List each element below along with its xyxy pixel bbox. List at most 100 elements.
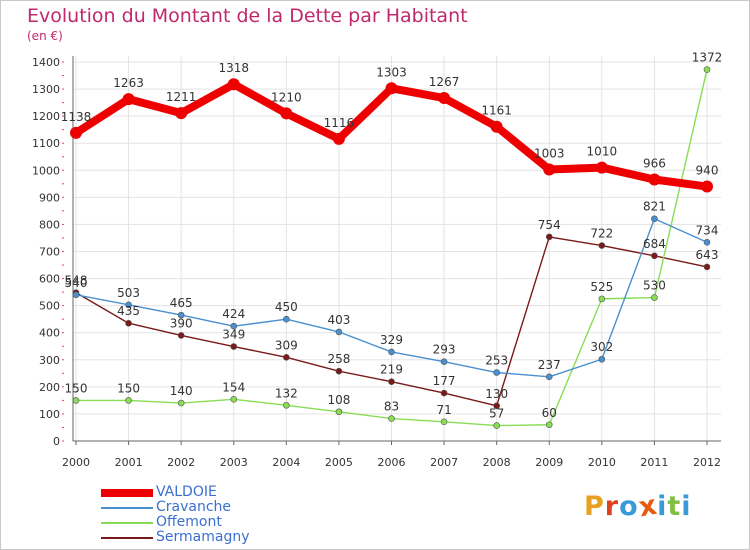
data-point-sermamagny [125,319,132,327]
proxiti-logo: Proxiti [584,489,692,524]
data-point-valdoie [227,78,240,91]
y-tick-label: 1000 [32,164,60,177]
data-label-cravanche: 821 [643,200,666,214]
data-point-cravanche [335,328,343,336]
data-label-sermamagny: 722 [590,227,613,241]
data-point-offemont [388,415,395,422]
data-label-valdoie: 1010 [587,145,618,159]
legend-swatch [101,488,153,497]
x-tick-label: 2007 [430,456,458,469]
data-label-cravanche: 503 [117,286,140,300]
data-label-valdoie: 940 [696,164,719,178]
legend-swatch [101,521,153,524]
y-tick-label: 300 [39,354,60,367]
data-label-offemont: 57 [489,407,504,421]
data-label-sermamagny: 219 [380,363,403,377]
data-label-cravanche: 734 [696,223,719,237]
y-tick-label: 1400 [32,56,60,69]
data-point-cravanche [440,358,448,365]
data-label-valdoie: 966 [643,156,666,170]
y-tick-label: 700 [39,246,60,259]
data-label-sermamagny: 177 [433,374,456,388]
legend-swatch [101,536,153,539]
data-label-cravanche: 237 [538,358,561,372]
data-point-cravanche [388,348,395,356]
data-point-sermamagny [545,233,553,241]
data-label-valdoie: 1210 [271,90,302,104]
data-label-offemont: 60 [542,406,557,420]
data-point-valdoie [175,107,188,120]
y-tick-label: 800 [39,218,60,231]
data-label-cravanche: 293 [433,343,456,357]
data-label-cravanche: 253 [485,354,508,368]
data-point-offemont [703,66,711,73]
data-label-offemont: 530 [643,279,666,293]
chart-unit: (en €) [27,29,63,43]
legend-label: Sermamagny [156,529,250,545]
data-point-cravanche [651,215,658,223]
data-point-cravanche [177,311,185,319]
data-point-offemont [177,399,185,407]
data-label-offemont: 71 [436,403,451,417]
x-tick-label: 2004 [272,456,300,469]
legend-label: Cravanche [156,499,232,515]
data-label-sermamagny: 390 [170,316,193,330]
data-point-sermamagny [703,263,711,271]
data-point-offemont [651,294,658,301]
data-point-valdoie [332,132,345,145]
data-point-offemont [335,408,343,416]
line-chart: 0 100 200 300 400 500 600 700 800 900 1000 1100 1200… [32,51,722,469]
data-point-offemont [545,421,553,429]
data-point-cravanche [598,355,606,363]
data-label-cravanche: 465 [170,296,193,310]
data-point-offemont [283,401,290,409]
y-tick-label: 0 [53,435,60,448]
data-point-sermamagny [283,354,290,361]
legend-swatch [101,506,153,509]
x-tick-label: 2001 [115,456,143,469]
x-tick-label: 2008 [483,456,511,469]
y-tick-label: 200 [39,381,60,394]
data-point-offemont [493,422,500,429]
data-label-sermamagny: 130 [485,387,508,401]
data-point-sermamagny [388,378,395,386]
data-point-valdoie [280,107,293,120]
x-tick-label: 2012 [693,456,721,469]
data-label-sermamagny: 548 [65,274,88,288]
data-label-valdoie: 1263 [113,76,144,90]
data-point-valdoie [701,180,713,193]
data-point-offemont [72,397,80,404]
data-label-sermamagny: 754 [538,218,561,232]
data-label-cravanche: 450 [275,300,298,314]
y-tick-label: 1100 [32,137,60,150]
data-label-valdoie: 1267 [429,75,460,89]
data-point-cravanche [703,238,711,246]
x-tick-label: 2010 [588,456,616,469]
data-label-cravanche: 302 [590,340,613,354]
y-tick-label: 600 [39,273,60,286]
legend-label: Offemont [156,514,222,530]
y-tick-label: 500 [39,300,60,313]
x-tick-label: 2011 [640,456,668,469]
data-point-valdoie [438,92,451,105]
data-point-sermamagny [598,242,606,249]
data-point-valdoie [543,163,556,176]
data-point-valdoie [595,161,608,174]
data-label-valdoie: 1138 [61,110,92,124]
data-point-valdoie [70,126,82,139]
data-point-valdoie [648,173,661,186]
data-label-valdoie: 1211 [166,90,197,104]
x-tick-label: 2000 [62,456,90,469]
data-label-offemont: 525 [590,280,613,294]
data-label-sermamagny: 684 [643,237,666,251]
data-label-valdoie: 1003 [534,146,565,160]
y-tick-label: 1200 [32,110,60,123]
data-point-cravanche [125,301,132,309]
data-point-cravanche [283,315,290,323]
data-point-valdoie [385,82,398,95]
data-point-sermamagny [230,343,238,350]
x-tick-label: 2009 [535,456,563,469]
y-tick-label: 900 [39,191,60,204]
legend-label: VALDOIE [156,484,217,500]
data-point-cravanche [545,373,553,381]
